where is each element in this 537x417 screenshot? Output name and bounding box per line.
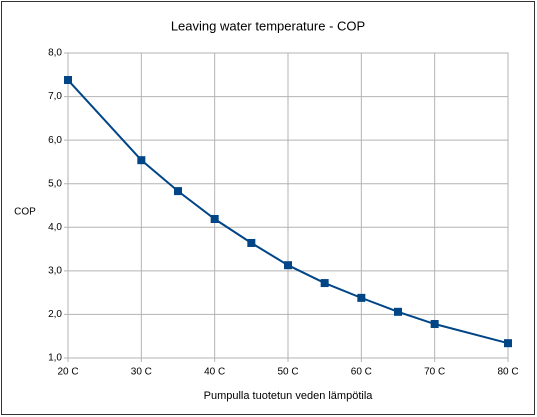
y-tick-label: 1,0 [48,353,62,364]
y-tick-label: 2,0 [48,309,62,320]
data-point [174,187,182,196]
y-tick-label: 3,0 [48,265,62,276]
chart-title: Leaving water temperature - COP [171,18,365,33]
data-point [64,76,72,85]
data-point [320,279,329,288]
plot-area [67,52,509,359]
y-tick-label: 4,0 [48,222,62,233]
data-point [284,261,292,270]
y-tick-label: 8,0 [48,48,62,59]
data-point [137,156,146,165]
x-tick-label: 50 C [277,367,298,378]
y-tick-label: 5,0 [48,178,62,189]
y-tick-label: 6,0 [48,135,62,146]
y-axis-label: COP [14,207,36,218]
data-point [504,339,512,348]
data-point [357,293,366,302]
data-point [247,238,256,247]
data-point [430,320,439,329]
x-tick-label: 20 C [57,367,78,378]
y-tick-label: 7,0 [48,91,62,102]
x-axis-label: Pumpulla tuotetun veden lämpötila [204,390,374,402]
data-point [394,307,402,316]
x-tick-label: 60 C [351,367,372,378]
data-point [210,215,219,224]
x-tick-label: 80 C [497,367,518,378]
x-tick-label: 30 C [131,367,152,378]
x-tick-label: 70 C [424,367,445,378]
x-tick-label: 40 C [204,367,225,378]
